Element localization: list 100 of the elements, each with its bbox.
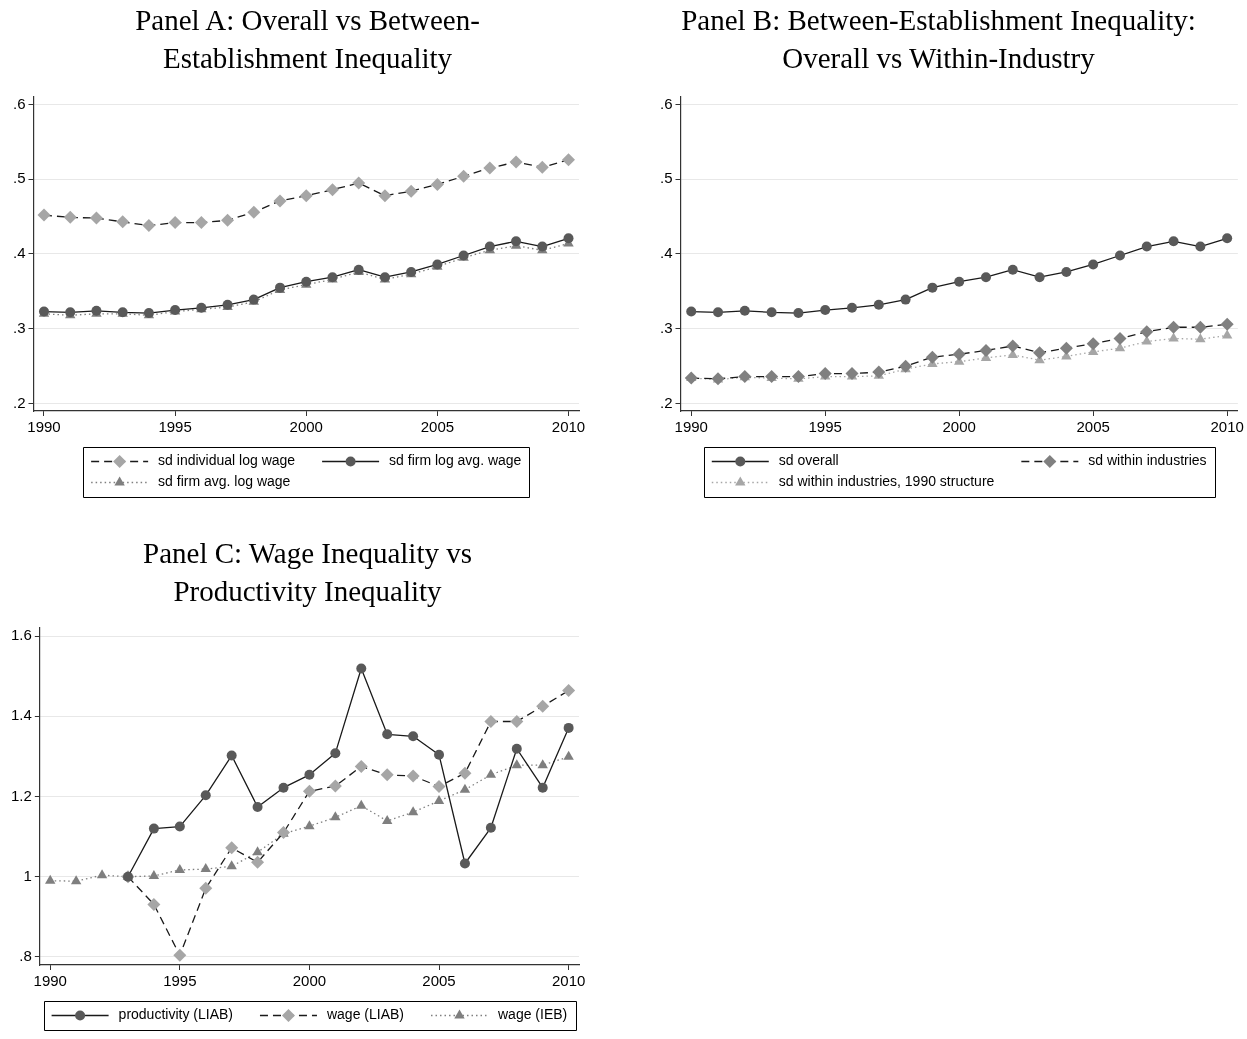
point (536, 699, 550, 713)
point (352, 176, 366, 190)
point (148, 823, 159, 834)
point (1195, 241, 1206, 252)
legend-label: productivity (LIAB) (118, 1006, 233, 1023)
point (380, 768, 394, 782)
point (356, 799, 367, 809)
point (483, 161, 497, 175)
point (979, 343, 993, 357)
x-tick-label: 2000 (289, 418, 323, 436)
point (1195, 333, 1206, 343)
point (174, 863, 186, 873)
point (406, 769, 420, 783)
y-tick-label: .6 (12, 94, 26, 112)
point (302, 784, 316, 798)
chart-title: Panel A: Overall vs Between-Establishment Inequality (134, 3, 481, 76)
legend-label: sd firm avg. log wage (158, 473, 291, 490)
point (563, 722, 574, 733)
point (459, 783, 471, 793)
chart-title: Panel C: Wage Inequality vs Productivity Inequality (142, 536, 473, 609)
point (173, 948, 187, 962)
point (147, 897, 161, 911)
x-tick-label: 2005 (422, 972, 456, 990)
x-tick-label: 2000 (292, 972, 327, 990)
point (382, 729, 393, 740)
point (1141, 241, 1152, 252)
point (537, 759, 548, 769)
point (225, 841, 239, 855)
point (226, 750, 237, 761)
point (63, 210, 77, 224)
point (459, 858, 470, 869)
y-tick-label: 1.6 (10, 626, 32, 644)
point (1086, 337, 1100, 351)
point (457, 169, 471, 183)
point (116, 215, 130, 229)
point (142, 219, 156, 233)
point (713, 307, 724, 318)
point (485, 822, 496, 833)
point (226, 860, 237, 870)
point (304, 769, 315, 780)
point (793, 308, 804, 319)
point (739, 305, 750, 316)
y-tick-label: .3 (659, 318, 673, 336)
y-tick-label: 1 (23, 866, 32, 884)
point (433, 794, 445, 804)
point (251, 855, 265, 869)
x-tick-label: 2000 (942, 418, 976, 436)
point (1167, 320, 1181, 334)
point (952, 347, 966, 361)
point (200, 790, 211, 801)
point (927, 282, 938, 293)
point (1088, 259, 1099, 270)
point (686, 306, 697, 317)
point (873, 299, 884, 310)
point (194, 216, 208, 230)
point (45, 874, 56, 884)
y-tick-label: .6 (659, 94, 673, 112)
point (1222, 233, 1233, 244)
legend-label: wage (IEB) (497, 1006, 568, 1023)
x-tick-label: 1990 (674, 418, 708, 436)
point (509, 155, 523, 169)
point (278, 782, 289, 793)
point (766, 307, 777, 318)
point (900, 294, 911, 305)
point (954, 276, 965, 287)
point (381, 814, 393, 824)
point (535, 160, 549, 174)
legend-label: sd individual log wage (158, 452, 296, 469)
point (37, 208, 51, 222)
point (562, 684, 576, 698)
x-tick-label: 2010 (1210, 418, 1244, 436)
point (847, 302, 858, 313)
point (356, 663, 367, 674)
point (1113, 331, 1127, 345)
point (354, 759, 368, 773)
point (980, 272, 991, 283)
point (1140, 325, 1154, 339)
point (304, 820, 315, 830)
point (563, 233, 574, 244)
x-tick-label: 2010 (551, 418, 586, 436)
point (174, 821, 185, 832)
point (252, 846, 263, 856)
point (484, 714, 498, 728)
point (378, 189, 392, 203)
point (511, 743, 522, 754)
point (1193, 320, 1207, 334)
y-tick-label: .2 (659, 393, 673, 411)
point (1006, 339, 1020, 353)
y-tick-label: .3 (12, 318, 26, 336)
point (872, 365, 886, 379)
point (70, 875, 82, 885)
point (430, 177, 444, 191)
point (325, 183, 339, 197)
point (252, 801, 263, 812)
x-tick-label: 1995 (158, 418, 192, 436)
legend-label: sd within industries, 1990 structure (778, 473, 995, 490)
point (404, 184, 418, 198)
y-tick-label: .5 (12, 169, 26, 187)
x-tick-label: 1995 (808, 418, 842, 436)
x-tick-label: 1990 (33, 972, 67, 990)
